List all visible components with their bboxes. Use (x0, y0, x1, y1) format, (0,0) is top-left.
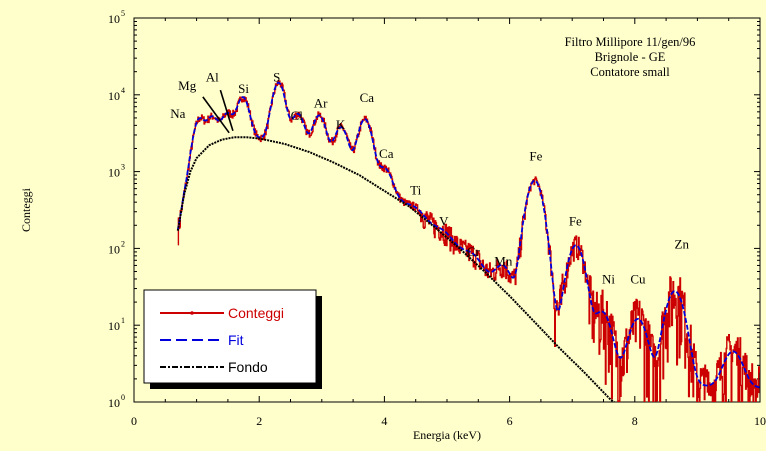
series-fit (176, 81, 760, 389)
y-axis-label: Conteggi (19, 187, 33, 232)
element-label-zn: Zn (675, 236, 690, 251)
y-tick-base: 10 (108, 319, 120, 333)
y-tick-base: 10 (108, 89, 120, 103)
y-tick-exponent: 4 (121, 86, 125, 95)
element-label-ca: Ca (360, 90, 375, 105)
element-label-mn: Mn (494, 253, 513, 268)
legend: Conteggi Fit Fondo (143, 289, 322, 389)
label-leader-lines (202, 89, 234, 134)
legend-item-fondo: Fondo (160, 359, 268, 375)
element-labels: Na Mg Al Si S Cl Ar K Ca Ca Ti V Cr Mn Fe Fe Ni Cu Zn (170, 69, 689, 286)
annotation-line-3: Contatore small (590, 65, 670, 79)
element-label-si: Si (238, 81, 249, 96)
element-label-ti: Ti (410, 183, 421, 198)
y-tick-base: 10 (108, 242, 120, 256)
y-tick-label: 10 3 (108, 163, 125, 180)
element-label-mg: Mg (178, 78, 197, 93)
element-label-cl: Cl (291, 108, 304, 123)
leader-line (219, 89, 234, 132)
element-label-ni: Ni (602, 271, 615, 286)
x-tick-label: 4 (381, 414, 387, 428)
y-tick-exponent: 1 (121, 316, 125, 325)
sample-annotation: Filtro Millipore 11/gen/96 Brignole - GE… (565, 35, 696, 79)
x-tick-labels: 0 2 4 6 8 10 (131, 414, 766, 428)
legend-item-conteggi: Conteggi (160, 305, 284, 321)
legend-marker-conteggi (190, 311, 194, 315)
y-tick-exponent: 5 (121, 9, 125, 18)
x-tick-label: 8 (632, 414, 638, 428)
legend-label-conteggi: Conteggi (228, 305, 284, 321)
element-label-v: V (439, 213, 449, 228)
element-label-s: S (273, 69, 280, 84)
y-tick-label: 10 0 (108, 393, 125, 410)
y-tick-label: 10 5 (108, 9, 125, 26)
legend-label-fit: Fit (228, 332, 244, 348)
x-tick-label: 2 (256, 414, 262, 428)
element-label-al: Al (206, 69, 219, 84)
y-tick-base: 10 (108, 12, 120, 26)
x-tick-label: 0 (131, 414, 137, 428)
element-label-k: K (336, 117, 346, 132)
annotation-line-1: Filtro Millipore 11/gen/96 (565, 35, 696, 49)
y-tick-label: 10 2 (108, 239, 125, 256)
y-tick-base: 10 (108, 166, 120, 180)
element-label-na: Na (170, 106, 185, 121)
x-axis-label: Energia (keV) (413, 428, 481, 442)
element-label-ar: Ar (314, 96, 328, 111)
element-label-ca: Ca (379, 146, 394, 161)
element-label-fe: Fe (569, 213, 582, 228)
y-tick-base: 10 (108, 396, 120, 410)
x-tick-label: 10 (754, 414, 766, 428)
y-tick-exponent: 3 (121, 163, 125, 172)
series-fondo (176, 136, 616, 402)
y-tick-exponent: 2 (121, 239, 125, 248)
x-tick-label: 6 (507, 414, 513, 428)
leader-line (202, 96, 230, 134)
element-label-cr: Cr (467, 244, 481, 259)
element-label-cu: Cu (630, 271, 646, 286)
y-tick-label: 10 1 (108, 316, 125, 333)
element-label-fe: Fe (529, 148, 542, 163)
axis-ticks (133, 18, 761, 403)
y-tick-exponent: 0 (121, 393, 125, 402)
legend-item-fit: Fit (160, 332, 244, 348)
y-tick-label: 10 4 (108, 86, 125, 103)
legend-label-fondo: Fondo (228, 359, 268, 375)
annotation-line-2: Brignole - GE (595, 50, 666, 64)
